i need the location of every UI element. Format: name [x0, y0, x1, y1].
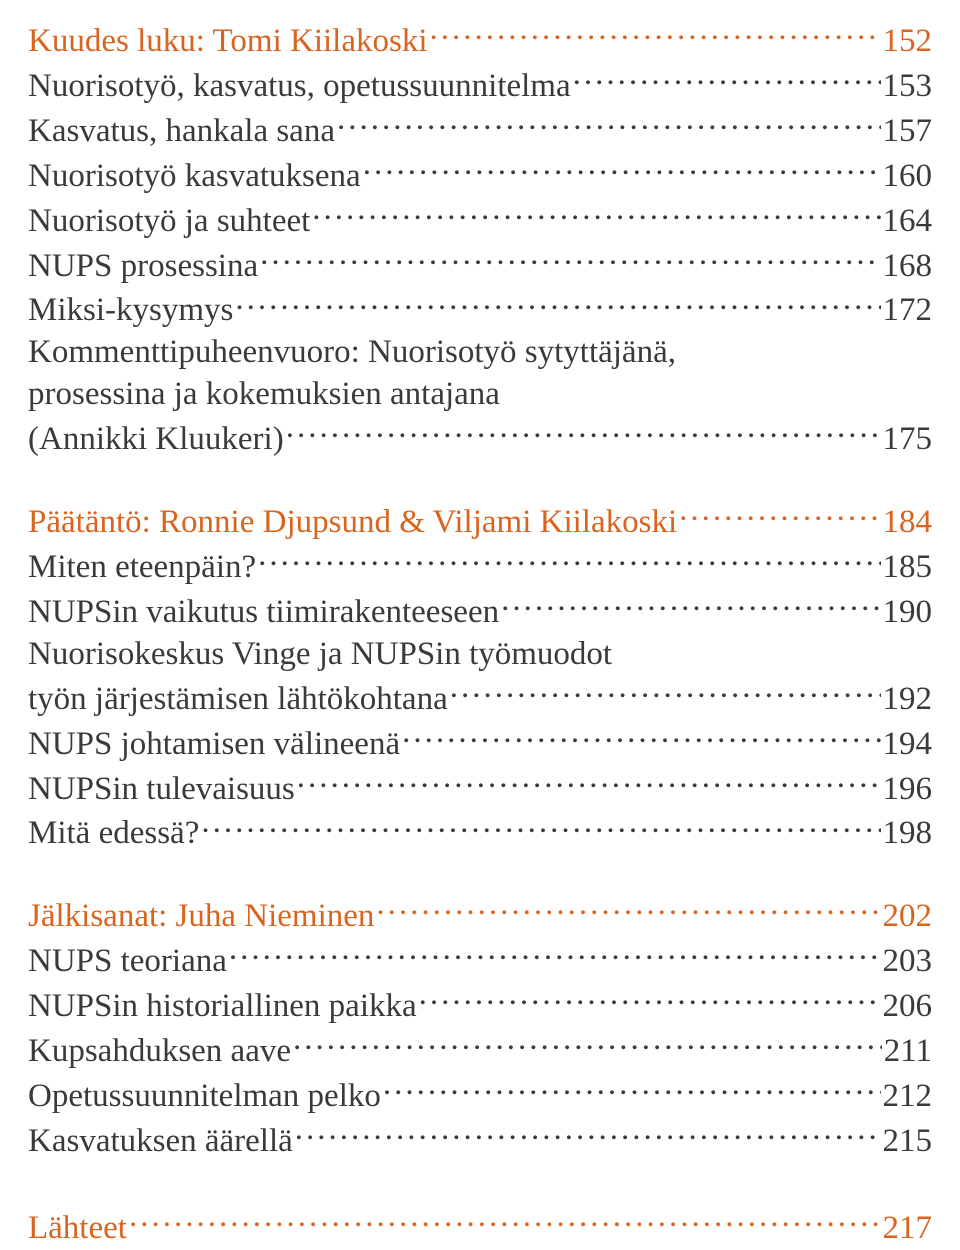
toc-item-page: 168	[883, 246, 933, 288]
toc-item-label: Kasvatus, hankala sana	[28, 111, 335, 153]
table-of-contents: Kuudes luku: Tomi Kiilakoski 152 Nuoriso…	[28, 18, 932, 1250]
toc-item: Kupsahduksen aave 211	[28, 1028, 932, 1073]
toc-item-page: 185	[883, 547, 933, 589]
leader-dots	[201, 810, 880, 843]
leader-dots	[679, 499, 880, 532]
toc-heading-page: 202	[883, 896, 933, 938]
toc-heading: Jälkisanat: Juha Nieminen 202	[28, 893, 932, 938]
toc-item-page: 164	[883, 201, 933, 243]
leader-dots	[450, 676, 881, 709]
toc-item-label: Kasvatuksen äärellä	[28, 1121, 293, 1163]
toc-item: Kasvatuksen äärellä 215	[28, 1118, 932, 1163]
toc-item-page: 192	[883, 679, 933, 721]
leader-dots	[295, 1118, 881, 1151]
toc-item-label: Mitä edessä?	[28, 813, 199, 855]
toc-item: (Annikki Kluukeri) 175	[28, 416, 932, 461]
toc-item-line: prosessina ja kokemuksien antajana	[28, 374, 932, 416]
leader-dots	[235, 287, 880, 320]
toc-item-page: 194	[883, 724, 933, 766]
toc-item: NUPS johtamisen välineenä 194	[28, 721, 932, 766]
leader-dots	[383, 1073, 881, 1106]
toc-heading-label: Päätäntö: Ronnie Djupsund & Viljami Kiil…	[28, 502, 677, 544]
toc-item-label: (Annikki Kluukeri)	[28, 419, 284, 461]
toc-item-page: 203	[883, 941, 933, 983]
toc-item-page: 196	[883, 769, 933, 811]
toc-heading: Kuudes luku: Tomi Kiilakoski 152	[28, 18, 932, 63]
toc-heading-page: 217	[883, 1208, 933, 1250]
toc-item-label: NUPSin vaikutus tiimirakenteeseen	[28, 592, 499, 634]
leader-dots	[293, 1028, 882, 1061]
toc-item: Kasvatus, hankala sana 157	[28, 108, 932, 153]
toc-item: Opetussuunnitelman pelko 212	[28, 1073, 932, 1118]
toc-item-label: Nuorisotyö kasvatuksena	[28, 156, 361, 198]
toc-item-label: NUPS johtamisen välineenä	[28, 724, 400, 766]
toc-item-label: NUPSin tulevaisuus	[28, 769, 295, 811]
toc-item-page: 157	[883, 111, 933, 153]
toc-item: NUPSin vaikutus tiimirakenteeseen 190	[28, 589, 932, 634]
leader-dots	[430, 18, 881, 51]
leader-dots	[129, 1205, 881, 1238]
toc-item: työn järjestämisen lähtökohtana 192	[28, 676, 932, 721]
toc-item-label: Kupsahduksen aave	[28, 1031, 291, 1073]
toc-heading-page: 152	[883, 21, 933, 63]
toc-heading: Lähteet 217	[28, 1205, 932, 1250]
toc-heading-page: 184	[883, 502, 933, 544]
toc-heading-label: Jälkisanat: Juha Nieminen	[28, 896, 374, 938]
toc-item: Nuorisotyö, kasvatus, opetussuunnitelma …	[28, 63, 932, 108]
toc-item-label: NUPS prosessina	[28, 246, 258, 288]
toc-item-label: työn järjestämisen lähtökohtana	[28, 679, 448, 721]
toc-item-label: NUPS teoriana	[28, 941, 227, 983]
toc-item-page: 175	[883, 419, 933, 461]
toc-item: Nuorisotyö kasvatuksena 160	[28, 153, 932, 198]
leader-dots	[573, 63, 881, 96]
toc-item-page: 212	[883, 1076, 933, 1118]
toc-item-line: Nuorisokeskus Vinge ja NUPSin työmuodot	[28, 634, 932, 676]
toc-item-multiline: Nuorisokeskus Vinge ja NUPSin työmuodot	[28, 634, 932, 676]
toc-item-label: Opetussuunnitelman pelko	[28, 1076, 381, 1118]
leader-dots	[312, 198, 880, 231]
leader-dots	[402, 721, 880, 754]
toc-item: NUPS prosessina 168	[28, 243, 932, 288]
leader-dots	[229, 938, 881, 971]
leader-dots	[260, 243, 880, 276]
toc-item-page: 153	[883, 66, 933, 108]
leader-dots	[258, 544, 880, 577]
toc-item-label: NUPSin historiallinen paikka	[28, 986, 417, 1028]
toc-item-page: 206	[883, 986, 933, 1028]
toc-item-page: 211	[884, 1031, 932, 1073]
toc-item-page: 160	[883, 156, 933, 198]
toc-item: Mitä edessä? 198	[28, 810, 932, 855]
toc-heading: Päätäntö: Ronnie Djupsund & Viljami Kiil…	[28, 499, 932, 544]
toc-item: NUPS teoriana 203	[28, 938, 932, 983]
toc-item-page: 198	[883, 813, 933, 855]
toc-item-page: 215	[883, 1121, 933, 1163]
leader-dots	[376, 893, 880, 926]
toc-item-page: 190	[883, 592, 933, 634]
toc-item: Miten eteenpäin? 185	[28, 544, 932, 589]
leader-dots	[286, 416, 881, 449]
toc-item-label: Miten eteenpäin?	[28, 547, 256, 589]
leader-dots	[501, 589, 880, 622]
toc-heading-label: Kuudes luku: Tomi Kiilakoski	[28, 21, 428, 63]
toc-item-page: 172	[883, 290, 933, 332]
leader-dots	[297, 766, 881, 799]
leader-dots	[363, 153, 881, 186]
toc-item: Miksi-kysymys 172	[28, 287, 932, 332]
toc-item-label: Miksi-kysymys	[28, 290, 233, 332]
toc-item: NUPSin tulevaisuus 196	[28, 766, 932, 811]
toc-item-multiline: Kommenttipuheenvuoro: Nuorisotyö sytyttä…	[28, 332, 932, 416]
toc-heading-label: Lähteet	[28, 1208, 127, 1250]
toc-item-line: Kommenttipuheenvuoro: Nuorisotyö sytyttä…	[28, 332, 932, 374]
leader-dots	[419, 983, 881, 1016]
toc-item: NUPSin historiallinen paikka 206	[28, 983, 932, 1028]
leader-dots	[337, 108, 881, 141]
toc-item-label: Nuorisotyö ja suhteet	[28, 201, 310, 243]
toc-item-label: Nuorisotyö, kasvatus, opetussuunnitelma	[28, 66, 571, 108]
toc-item: Nuorisotyö ja suhteet 164	[28, 198, 932, 243]
